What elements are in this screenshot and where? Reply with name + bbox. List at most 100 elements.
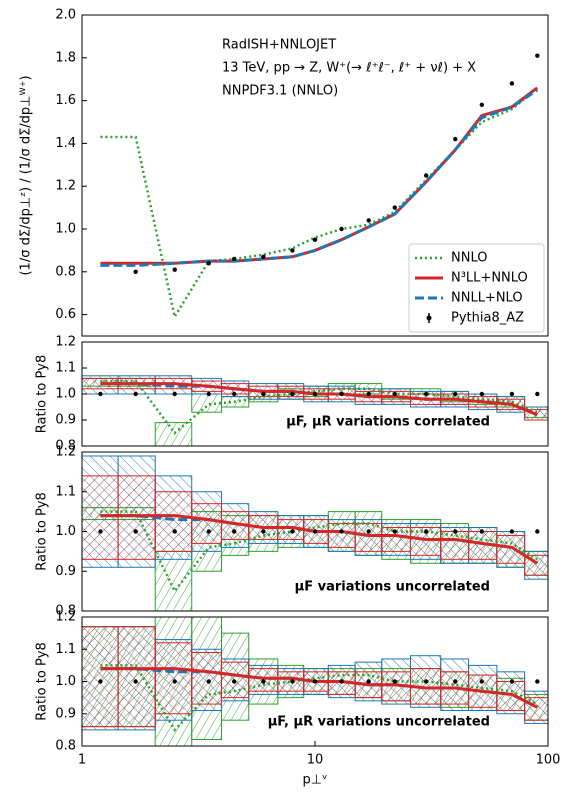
data-point [133,269,138,274]
y-tick-label: 0.8 [55,439,76,454]
series-line [100,88,539,267]
plot-frame [81,451,549,612]
data-point [339,226,344,232]
y-axis-label: Ratio to Py8 [35,642,50,721]
data-point [423,391,429,397]
legend-label: Pythia8_AZ [451,311,524,326]
legend-label: NNLO [451,251,487,266]
data-point [535,391,540,397]
uncertainty-band [327,523,356,548]
data-point [339,391,344,397]
y-tick-label: 1.2 [55,335,76,350]
data-point [423,529,429,534]
data-point [98,679,103,684]
y-axis-label: Ratio to Py8 [35,492,50,571]
data-point [535,53,540,58]
data-point [535,529,540,534]
uncertainty-band [154,422,193,446]
annotation: μF variations uncorrelated [295,580,490,595]
annotation: μF, μR variations correlated [286,415,490,430]
data-point [453,136,458,142]
y-tick-label: 1.2 [55,445,76,460]
uncertainty-band [191,503,222,544]
y-tick-label: 0.9 [55,564,76,579]
plot-frame [81,14,549,337]
uncertainty-band [117,626,156,728]
y-tick-label: 1.0 [55,222,76,237]
data-point [453,391,458,397]
y-tick-label: 0.9 [55,706,76,721]
data-point [423,679,429,684]
x-tick-label: 1 [78,753,86,768]
y-tick-label: 1.6 [55,93,76,108]
data-point [366,679,371,684]
series-line [100,379,538,435]
data-point [231,256,237,262]
y-tick-label: 1.2 [55,179,76,194]
data-point [392,679,397,684]
uncertainty-band [440,531,470,560]
data-point [509,81,515,86]
plot-frame [81,616,549,747]
data-point [392,391,397,397]
plot-frame [81,341,549,447]
y-tick-label: 0.9 [55,413,76,428]
data-point [231,529,237,534]
data-point [133,529,138,534]
series-line [100,514,539,565]
data-point [98,391,103,397]
y-tick-label: 0.6 [55,307,76,322]
y-axis-label: Ratio to Py8 [35,355,50,434]
data-point [339,529,344,534]
data-point [206,391,211,397]
data-point [206,261,211,266]
data-point [206,679,211,684]
data-point [231,391,237,397]
y-tick-label: 1.0 [55,524,76,539]
y-tick-label: 2.0 [55,8,76,23]
data-point [312,391,318,397]
y-tick-label: 1.2 [55,610,76,625]
y-tick-label: 1.0 [55,387,76,402]
data-point [261,529,266,534]
data-point [366,218,371,223]
x-tick-label: 10 [307,753,324,768]
legend-label: N³LL+NNLO [451,271,528,286]
data-point [172,679,177,684]
data-point [206,529,211,534]
series-line [100,86,539,321]
data-point [509,391,515,397]
data-point [479,679,485,684]
data-point [535,679,540,684]
data-point [98,529,103,534]
annotation: μF, μR variations uncorrelated [268,715,490,730]
y-axis-label: (1/σ dΣ/dp⊥ᶻ) / (1/σ dΣ/dp⊥ᵂ⁺) [19,75,34,275]
data-point [392,205,397,210]
data-point [261,254,266,260]
data-point [261,391,266,397]
data-point [172,529,177,534]
y-tick-label: 1.1 [55,484,76,499]
data-point [339,679,344,684]
data-point [479,102,485,108]
legend-swatch [426,315,432,321]
plot-area [82,375,548,446]
data-point [366,529,371,534]
data-point [172,267,177,272]
data-point [133,679,138,684]
x-axis-label: p⊥ᵛ [303,773,328,788]
data-point [231,679,237,684]
data-point [261,679,266,684]
data-point [312,237,318,242]
data-point [172,391,177,397]
data-point [290,679,295,684]
data-point [290,391,295,397]
y-tick-label: 1.4 [55,136,76,151]
uncertainty-band [82,626,119,728]
series-line [100,510,538,594]
uncertainty-band [154,642,193,715]
data-point [290,529,295,534]
uncertainty-band [191,651,222,705]
plot-area [82,455,548,611]
